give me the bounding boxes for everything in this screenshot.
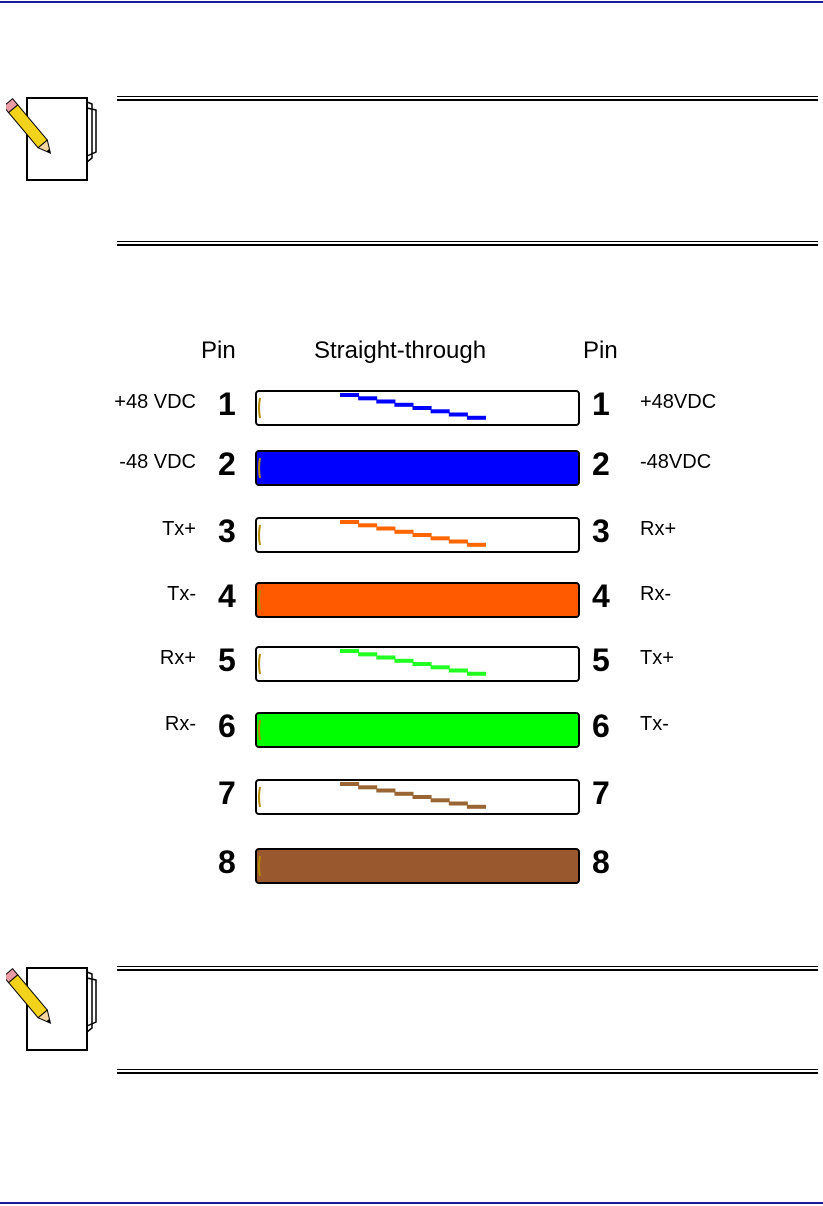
pin-row: Rx- 6 6 Tx- — [0, 708, 823, 762]
right-pin-number: 6 — [592, 708, 610, 744]
pin-row: Tx+ 3 3 Rx+ — [0, 513, 823, 567]
wire-striped — [255, 646, 580, 682]
note-bottom-rule — [117, 1069, 818, 1074]
right-pin-number: 8 — [592, 844, 610, 880]
left-signal-label: +48 VDC — [114, 391, 196, 413]
left-signal-label: Tx+ — [162, 518, 196, 540]
left-pin-number: 2 — [218, 446, 236, 482]
right-pin-number: 1 — [592, 386, 610, 422]
pin-row: +48 VDC 1 1 +48VDC — [0, 386, 823, 440]
right-pin-number: 2 — [592, 446, 610, 482]
header-rule — [0, 1, 823, 3]
left-pin-number: 3 — [218, 513, 236, 549]
wire-striped — [255, 779, 580, 815]
diagram-title: Straight-through — [314, 337, 487, 364]
left-pin-number: 6 — [218, 708, 236, 744]
pin-row: Tx- 4 4 Rx- — [0, 578, 823, 632]
right-pin-number: 5 — [592, 642, 610, 678]
pin-header-right: Pin — [583, 337, 618, 364]
left-signal-label: -48 VDC — [119, 451, 196, 473]
left-pin-number: 7 — [218, 775, 236, 811]
right-pin-number: 7 — [592, 775, 610, 811]
right-signal-label: Rx+ — [640, 518, 677, 540]
right-pin-number: 3 — [592, 513, 610, 549]
pin-row: -48 VDC 2 2 -48VDC — [0, 446, 823, 500]
wire-solid — [255, 712, 580, 748]
wire-striped — [255, 517, 580, 553]
left-pin-number: 1 — [218, 386, 236, 422]
right-signal-label: -48VDC — [640, 451, 712, 473]
note-bottom-rule — [117, 241, 818, 246]
wire-solid — [255, 848, 580, 884]
note-top-rule — [117, 966, 818, 971]
footer-rule — [0, 1202, 823, 1204]
left-signal-label: Rx+ — [159, 647, 196, 669]
left-pin-number: 8 — [218, 844, 236, 880]
right-signal-label: +48VDC — [640, 391, 717, 413]
left-pin-number: 5 — [218, 642, 236, 678]
pin-row: Rx+ 5 5 Tx+ — [0, 642, 823, 696]
right-pin-number: 4 — [592, 578, 610, 614]
note-top-rule — [117, 96, 818, 101]
note-pad-pencil-icon — [6, 964, 98, 1052]
wire-striped — [255, 390, 580, 426]
right-signal-label: Rx- — [640, 583, 672, 605]
note-pad-pencil-icon — [6, 94, 98, 182]
left-signal-label: Rx- — [164, 713, 196, 735]
right-signal-label: Tx- — [640, 713, 669, 735]
left-pin-number: 4 — [218, 578, 236, 614]
left-signal-label: Tx- — [167, 583, 196, 605]
wire-solid — [255, 450, 580, 486]
right-signal-label: Tx+ — [640, 647, 674, 669]
wire-solid — [255, 582, 580, 618]
pin-header-left: Pin — [201, 337, 236, 364]
